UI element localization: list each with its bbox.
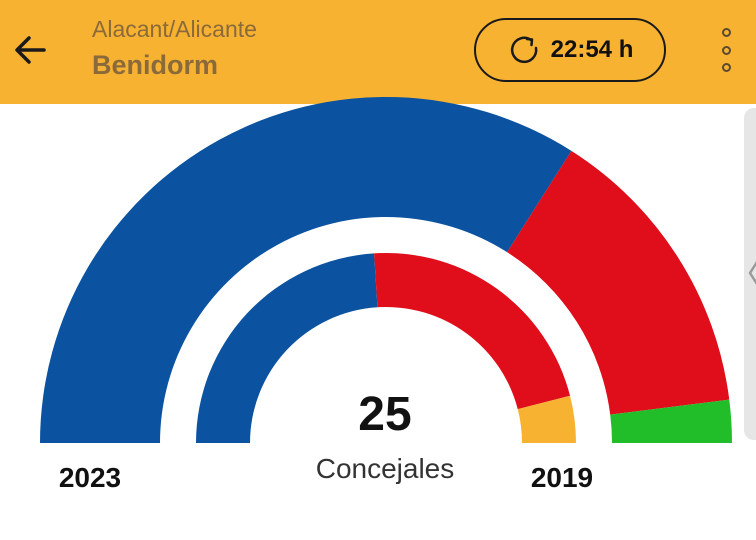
seat-segment-2023-3[interactable] [610, 399, 732, 443]
ring-2019 [196, 253, 576, 443]
more-dot [721, 28, 731, 37]
seat-segment-2019-1[interactable] [196, 253, 378, 443]
arrow-left-icon [15, 36, 46, 64]
total-seats-value: 25 [358, 388, 411, 441]
seat-segment-2019-2[interactable] [374, 253, 571, 410]
more-dot [721, 45, 731, 55]
refresh-icon [510, 36, 537, 64]
ring-label-2019: 2019 [531, 462, 593, 493]
refresh-button[interactable]: 22:54 h [474, 18, 666, 82]
back-button[interactable] [10, 30, 50, 70]
app-header: Alacant/Alicante Benidorm 22:54 h [0, 0, 756, 104]
ring-2023 [40, 96, 732, 443]
side-panel-handle[interactable] [744, 108, 756, 440]
total-seats-label: Concejales [316, 453, 455, 484]
last-update-time: 22:54 h [550, 36, 634, 63]
seat-segment-2023-1[interactable] [40, 96, 572, 443]
municipality-title: Benidorm [92, 50, 219, 80]
seat-segment-2019-3[interactable] [517, 395, 576, 443]
province-subtitle: Alacant/Alicante [92, 16, 257, 42]
location-titles: Alacant/Alicante Benidorm [92, 14, 257, 82]
more-options-button[interactable] [712, 24, 740, 76]
seat-segment-2023-2[interactable] [507, 150, 730, 415]
ring-label-2023: 2023 [59, 462, 121, 493]
more-dot [721, 63, 731, 72]
chevron-left-icon [748, 261, 756, 285]
